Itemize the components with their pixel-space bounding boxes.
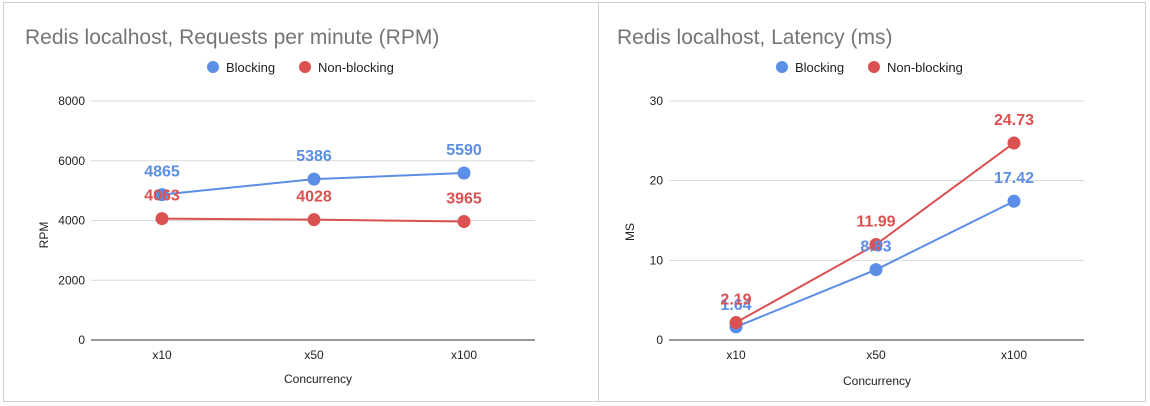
non-blocking-data-label: 3965 (446, 191, 482, 208)
y-tick-label: 0 (656, 333, 663, 347)
blocking-data-label: 5590 (446, 142, 482, 159)
non-blocking-data-label: 11.99 (856, 213, 895, 230)
x-tick-label: x10 (726, 348, 746, 362)
x-axis-title: Concurrency (843, 374, 911, 388)
series: 4865 5386 5590 4063 4028 3965 (144, 142, 482, 229)
legend-marker-blocking (207, 61, 219, 73)
non-blocking-data-label: 24.73 (994, 112, 1034, 129)
non-blocking-data-label: 2.19 (720, 292, 751, 309)
x-axis-ticks: x10 x50 x100 (152, 348, 477, 362)
blocking-point (1007, 194, 1021, 208)
x-axis-title: Concurrency (284, 372, 352, 386)
latency-chart: Redis localhost, Latency (ms) Blocking N… (617, 26, 1084, 388)
y-axis-ticks: 0 2000 4000 6000 8000 (58, 94, 85, 347)
legend: Blocking Non-blocking (207, 60, 394, 75)
non-blocking-point (155, 212, 169, 226)
y-tick-label: 8000 (58, 94, 85, 108)
non-blocking-point (869, 237, 883, 251)
legend-marker-blocking (776, 61, 788, 73)
x-tick-label: x100 (1001, 348, 1027, 362)
y-axis-title: RPM (37, 222, 51, 249)
y-axis-ticks: 0 10 20 30 (650, 94, 664, 347)
blocking-data-label: 4865 (144, 164, 180, 181)
x-tick-label: x10 (152, 348, 172, 362)
blocking-data-label: 8.83 (860, 239, 891, 256)
y-tick-label: 0 (78, 333, 85, 347)
non-blocking-data-label: 4028 (296, 189, 332, 206)
y-tick-label: 2000 (58, 273, 85, 287)
rpm-chart-panel: Redis localhost, Requests per minute (RP… (3, 2, 599, 402)
non-blocking-point (729, 316, 743, 330)
blocking-point (869, 263, 883, 277)
non-blocking-point (1007, 136, 1021, 150)
non-blocking-data-label: 4063 (144, 188, 180, 205)
blocking-point (457, 166, 471, 180)
legend-label-blocking: Blocking (795, 60, 844, 75)
gridlines (669, 100, 1084, 341)
y-axis-title: MS (623, 223, 637, 241)
blocking-point (155, 188, 169, 202)
non-blocking-line (735, 142, 1015, 324)
series: 1.64 8.83 17.42 2.19 11.99 24.73 (720, 112, 1034, 334)
latency-chart-panel: Redis localhost, Latency (ms) Blocking N… (598, 2, 1146, 402)
blocking-data-label: 5386 (296, 148, 332, 165)
non-blocking-point (457, 215, 471, 229)
blocking-point (307, 172, 321, 186)
legend-label-blocking: Blocking (226, 60, 275, 75)
legend-label-non-blocking: Non-blocking (887, 60, 963, 75)
y-tick-label: 6000 (58, 154, 85, 168)
y-tick-label: 30 (650, 94, 664, 108)
blocking-data-label: 17.42 (994, 170, 1034, 187)
x-tick-label: x50 (866, 348, 886, 362)
y-tick-label: 10 (650, 253, 664, 267)
x-tick-label: x50 (304, 348, 324, 362)
chart-title: Redis localhost, Latency (ms) (617, 26, 892, 49)
x-tick-label: x100 (451, 348, 477, 362)
rpm-chart: Redis localhost, Requests per minute (RP… (25, 26, 535, 386)
non-blocking-point (307, 213, 321, 227)
legend-label-non-blocking: Non-blocking (318, 60, 394, 75)
chart-title: Redis localhost, Requests per minute (RP… (25, 26, 439, 49)
legend-marker-non-blocking (299, 61, 311, 73)
blocking-data-label: 1.64 (720, 297, 751, 314)
legend: Blocking Non-blocking (776, 60, 963, 75)
y-tick-label: 20 (650, 174, 664, 188)
y-tick-label: 4000 (58, 214, 85, 228)
x-axis-ticks: x10 x50 x100 (726, 348, 1027, 362)
legend-marker-non-blocking (868, 61, 880, 73)
